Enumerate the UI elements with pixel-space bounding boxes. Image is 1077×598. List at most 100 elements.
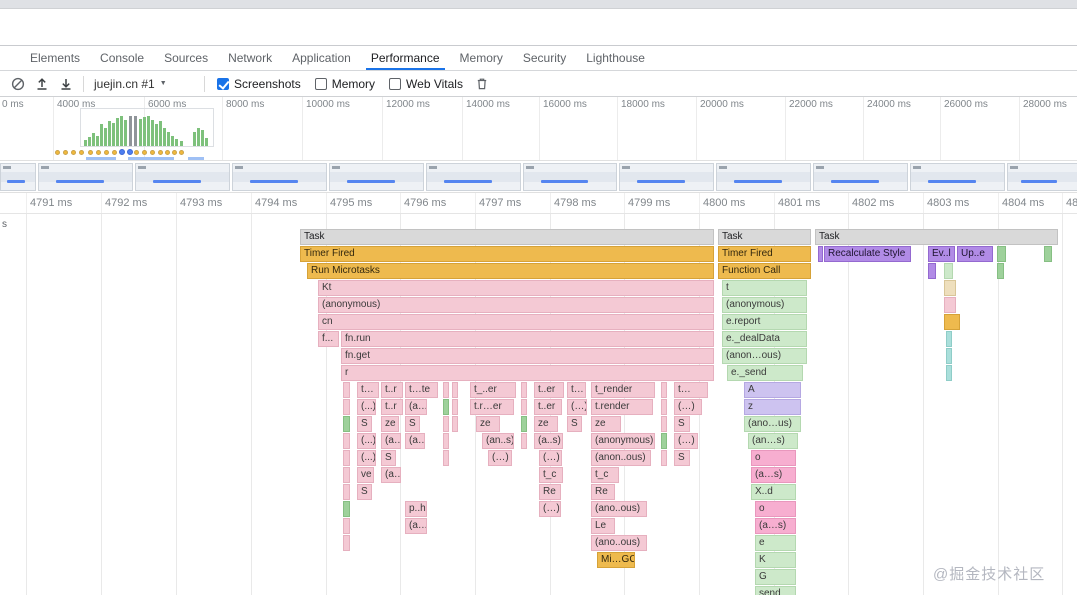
- profile-select[interactable]: juejin.cn #1 ▼: [89, 77, 199, 91]
- screenshot-thumbnail[interactable]: [813, 163, 908, 191]
- flame-frame-sliver[interactable]: [1044, 246, 1052, 262]
- flame-frame[interactable]: ze: [381, 416, 399, 432]
- trash-button[interactable]: [472, 74, 492, 94]
- flame-frame-sliver[interactable]: [661, 416, 667, 432]
- flame-frame-sliver[interactable]: [343, 399, 350, 415]
- flame-frame[interactable]: (...): [357, 450, 376, 466]
- flame-frame[interactable]: Function Call: [718, 263, 811, 279]
- flame-frame-sliver[interactable]: [944, 297, 956, 313]
- flame-frame[interactable]: S: [357, 484, 372, 500]
- flame-frame-sliver[interactable]: [443, 399, 449, 415]
- flame-frame[interactable]: t..r: [381, 399, 403, 415]
- flame-frame-sliver[interactable]: [443, 382, 449, 398]
- flame-frame[interactable]: Up..e: [957, 246, 993, 262]
- flame-frame[interactable]: S: [405, 416, 420, 432]
- flame-frame-sliver[interactable]: [343, 518, 350, 534]
- flame-frame[interactable]: o: [751, 450, 796, 466]
- flame-frame[interactable]: t_c: [539, 467, 563, 483]
- flame-frame[interactable]: t.r…er: [470, 399, 514, 415]
- flame-frame[interactable]: f...: [318, 331, 339, 347]
- checkbox-unchecked-icon[interactable]: [389, 78, 401, 90]
- flame-frame[interactable]: S: [674, 416, 690, 432]
- tab-security[interactable]: Security: [513, 46, 576, 70]
- flame-frame[interactable]: (anonymous): [722, 297, 807, 313]
- flame-frame[interactable]: e._send: [727, 365, 803, 381]
- screenshot-thumbnail[interactable]: [910, 163, 1005, 191]
- flame-frame-sliver[interactable]: [661, 433, 667, 449]
- flame-frame[interactable]: (...): [357, 433, 376, 449]
- flame-frame[interactable]: (…): [539, 501, 561, 517]
- flame-frame[interactable]: Re: [591, 484, 615, 500]
- flame-frame-sliver[interactable]: [343, 467, 350, 483]
- flame-frame[interactable]: t..r: [381, 382, 403, 398]
- flame-frame[interactable]: Timer Fired: [718, 246, 811, 262]
- screenshot-thumbnail[interactable]: [426, 163, 521, 191]
- flame-frame[interactable]: Timer Fired: [300, 246, 714, 262]
- tab-network[interactable]: Network: [218, 46, 282, 70]
- tab-console[interactable]: Console: [90, 46, 154, 70]
- flame-frame[interactable]: t_c: [591, 467, 619, 483]
- flame-frame[interactable]: (a…): [381, 467, 401, 483]
- tab-application[interactable]: Application: [282, 46, 361, 70]
- flame-frame-sliver[interactable]: [452, 416, 458, 432]
- flame-frame-sliver[interactable]: [944, 314, 960, 330]
- screenshot-thumbnail[interactable]: [523, 163, 617, 191]
- flame-frame[interactable]: t..er: [534, 382, 564, 398]
- flame-frame[interactable]: o: [755, 501, 796, 517]
- flame-frame[interactable]: t…: [357, 382, 379, 398]
- flame-frame-sliver[interactable]: [946, 331, 952, 347]
- flame-frame-sliver[interactable]: [928, 263, 936, 279]
- checkbox-checked-icon[interactable]: [217, 78, 229, 90]
- save-profile-button[interactable]: [56, 74, 76, 94]
- flame-frame[interactable]: Mi…GC: [597, 552, 635, 568]
- flame-frame[interactable]: Run Microtasks: [307, 263, 714, 279]
- flame-frame-sliver[interactable]: [452, 399, 458, 415]
- flame-frame-sliver[interactable]: [521, 382, 527, 398]
- flame-frame-sliver[interactable]: [661, 382, 667, 398]
- flame-frame-sliver[interactable]: [343, 382, 350, 398]
- flame-frame[interactable]: ze: [591, 416, 621, 432]
- flame-frame-sliver[interactable]: [944, 263, 953, 279]
- flame-frame[interactable]: S: [357, 416, 372, 432]
- flame-frame[interactable]: (ano…us): [744, 416, 801, 432]
- flame-frame[interactable]: t_render: [591, 382, 655, 398]
- flame-frame-sliver[interactable]: [343, 484, 350, 500]
- flame-frame[interactable]: Task: [300, 229, 714, 245]
- flame-frame[interactable]: (a..s): [534, 433, 563, 449]
- flame-frame[interactable]: t…: [567, 382, 586, 398]
- flame-frame-sliver[interactable]: [343, 501, 350, 517]
- flame-frame[interactable]: (…): [674, 433, 698, 449]
- flame-frame[interactable]: ze: [534, 416, 558, 432]
- flame-frame-sliver[interactable]: [343, 450, 350, 466]
- flame-frame[interactable]: (a…): [381, 433, 401, 449]
- screenshot-thumbnail[interactable]: [0, 163, 36, 191]
- flame-frame[interactable]: (an..s): [482, 433, 514, 449]
- flame-frame[interactable]: (anon…ous): [722, 348, 807, 364]
- flame-frame[interactable]: (an…s): [748, 433, 798, 449]
- flame-frame-sliver[interactable]: [443, 416, 449, 432]
- flame-frame[interactable]: Recalculate Style: [824, 246, 911, 262]
- clear-recording-button[interactable]: [8, 74, 28, 94]
- flame-frame[interactable]: (…): [539, 450, 562, 466]
- flame-frame[interactable]: Re: [539, 484, 561, 500]
- timeline-overview[interactable]: 0 ms4000 ms6000 ms8000 ms10000 ms12000 m…: [0, 97, 1077, 161]
- flame-frame-sliver[interactable]: [946, 365, 952, 381]
- checkbox-screenshots[interactable]: Screenshots: [217, 77, 301, 91]
- flame-frame[interactable]: ze: [476, 416, 500, 432]
- flame-frame[interactable]: S: [381, 450, 396, 466]
- flame-frame[interactable]: X..d: [751, 484, 796, 500]
- flame-frame-sliver[interactable]: [661, 399, 667, 415]
- flame-frame-sliver[interactable]: [944, 280, 956, 296]
- flame-frame-sliver[interactable]: [997, 246, 1006, 262]
- screenshot-thumbnail[interactable]: [232, 163, 327, 191]
- flame-frame[interactable]: (ano..ous): [591, 535, 647, 551]
- screenshot-thumbnail[interactable]: [329, 163, 424, 191]
- flame-frame-sliver[interactable]: [946, 348, 952, 364]
- flame-frame[interactable]: Task: [815, 229, 1058, 245]
- flame-frame[interactable]: (…): [488, 450, 512, 466]
- flame-frame[interactable]: (…): [674, 399, 702, 415]
- screenshot-thumbnail[interactable]: [716, 163, 811, 191]
- flame-frame-sliver[interactable]: [452, 382, 458, 398]
- flame-frame-sliver[interactable]: [521, 433, 527, 449]
- flame-frame[interactable]: (a…s): [751, 467, 796, 483]
